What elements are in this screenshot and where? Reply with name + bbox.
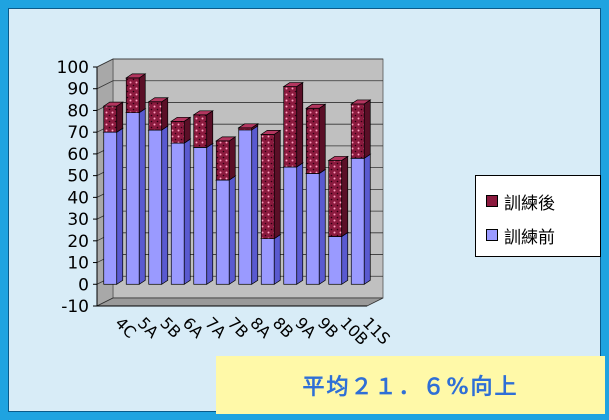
- bar-before: [170, 142, 185, 285]
- y-tick-label: 80: [67, 101, 89, 121]
- bar-side: [138, 107, 146, 285]
- summary-banner: 平均２１．６%向上: [216, 356, 605, 414]
- bar-top: [170, 116, 192, 122]
- bar-after: [193, 114, 208, 148]
- bar-before: [328, 236, 343, 285]
- y-tick-label: -10: [61, 297, 89, 317]
- bar-after: [125, 77, 140, 113]
- legend-swatch-before: [486, 229, 498, 241]
- legend-item-before: 訓練前: [486, 224, 555, 248]
- bar-after: [103, 105, 118, 133]
- bar-top: [147, 97, 169, 103]
- bar-side: [251, 123, 259, 285]
- bar-after: [170, 120, 185, 144]
- bar-top: [327, 156, 349, 161]
- bar-after: [328, 160, 343, 237]
- bar-top: [350, 99, 372, 105]
- bar-before: [260, 238, 275, 285]
- y-tick-label: 20: [67, 232, 89, 252]
- bar-side: [183, 138, 191, 285]
- bar-after: [215, 140, 230, 181]
- y-tick-label: 100: [57, 58, 89, 78]
- bar-top: [125, 73, 147, 79]
- y-tick-label: 30: [67, 210, 89, 230]
- summary-text: 平均２１．６%向上: [302, 375, 519, 400]
- gridline: [96, 80, 383, 90]
- bar-top: [260, 130, 282, 135]
- bar-side: [116, 127, 124, 285]
- bar-side: [318, 168, 326, 285]
- bar-side: [116, 101, 124, 133]
- bar-side: [296, 81, 304, 168]
- bar-after: [350, 103, 365, 159]
- bar-side: [228, 136, 236, 181]
- bar-after: [148, 101, 163, 131]
- gridline: [96, 58, 383, 68]
- bar-before: [305, 173, 320, 285]
- bar-side: [228, 175, 236, 285]
- bar-side: [138, 73, 146, 114]
- bar-before: [103, 131, 118, 285]
- chart-legend: 訓練後 訓練前: [475, 175, 601, 257]
- bar-side: [363, 99, 371, 159]
- bar-top: [102, 101, 124, 107]
- bar-side: [183, 116, 191, 144]
- y-tick-label: 50: [67, 167, 89, 187]
- bar-before: [193, 147, 208, 285]
- bar-side: [318, 103, 326, 175]
- bar-top: [192, 110, 214, 116]
- legend-label-before: 訓練前: [504, 227, 555, 248]
- bar-before: [350, 157, 365, 285]
- plot-floor: [96, 297, 384, 307]
- bar-before: [283, 166, 298, 285]
- bar-side: [206, 142, 214, 285]
- bar-side: [161, 97, 169, 131]
- bar-top: [305, 103, 327, 109]
- bar-side: [273, 129, 281, 240]
- legend-swatch-after: [486, 195, 498, 207]
- bar-side: [273, 233, 281, 285]
- y-tick-label: 70: [67, 123, 89, 143]
- bar-before: [148, 129, 163, 285]
- y-tick-label: 10: [67, 254, 89, 274]
- bar-chart: 1009080706050403020100-104C5A5B6A7A7B8A8…: [57, 58, 394, 349]
- bar-after: [283, 86, 298, 168]
- y-tick-label: 0: [78, 275, 89, 295]
- bar-side: [161, 125, 169, 285]
- y-tick-label: 90: [67, 80, 89, 100]
- bar-top: [237, 123, 259, 129]
- bar-before: [238, 127, 253, 285]
- y-tick-label: 40: [67, 188, 89, 208]
- bar-side: [206, 110, 214, 149]
- legend-label-after: 訓練後: [504, 193, 555, 214]
- bar-top: [215, 136, 237, 142]
- bar-before: [215, 179, 230, 285]
- bar-before: [125, 112, 140, 285]
- bar-side: [296, 162, 304, 285]
- bar-side: [341, 231, 349, 285]
- y-tick-label: 60: [67, 145, 89, 165]
- chart-frame: 100 90 80 70 60 50 40 30 20 10 0 -10 4C 5A 5B 6A 7A 7B 8A 8…: [8, 8, 601, 412]
- bar-after: [260, 134, 275, 239]
- bar-after: [305, 107, 320, 174]
- legend-item-after: 訓練後: [486, 190, 555, 214]
- bar-side: [363, 153, 371, 285]
- bar-side: [341, 155, 349, 238]
- bar-top: [282, 82, 304, 87]
